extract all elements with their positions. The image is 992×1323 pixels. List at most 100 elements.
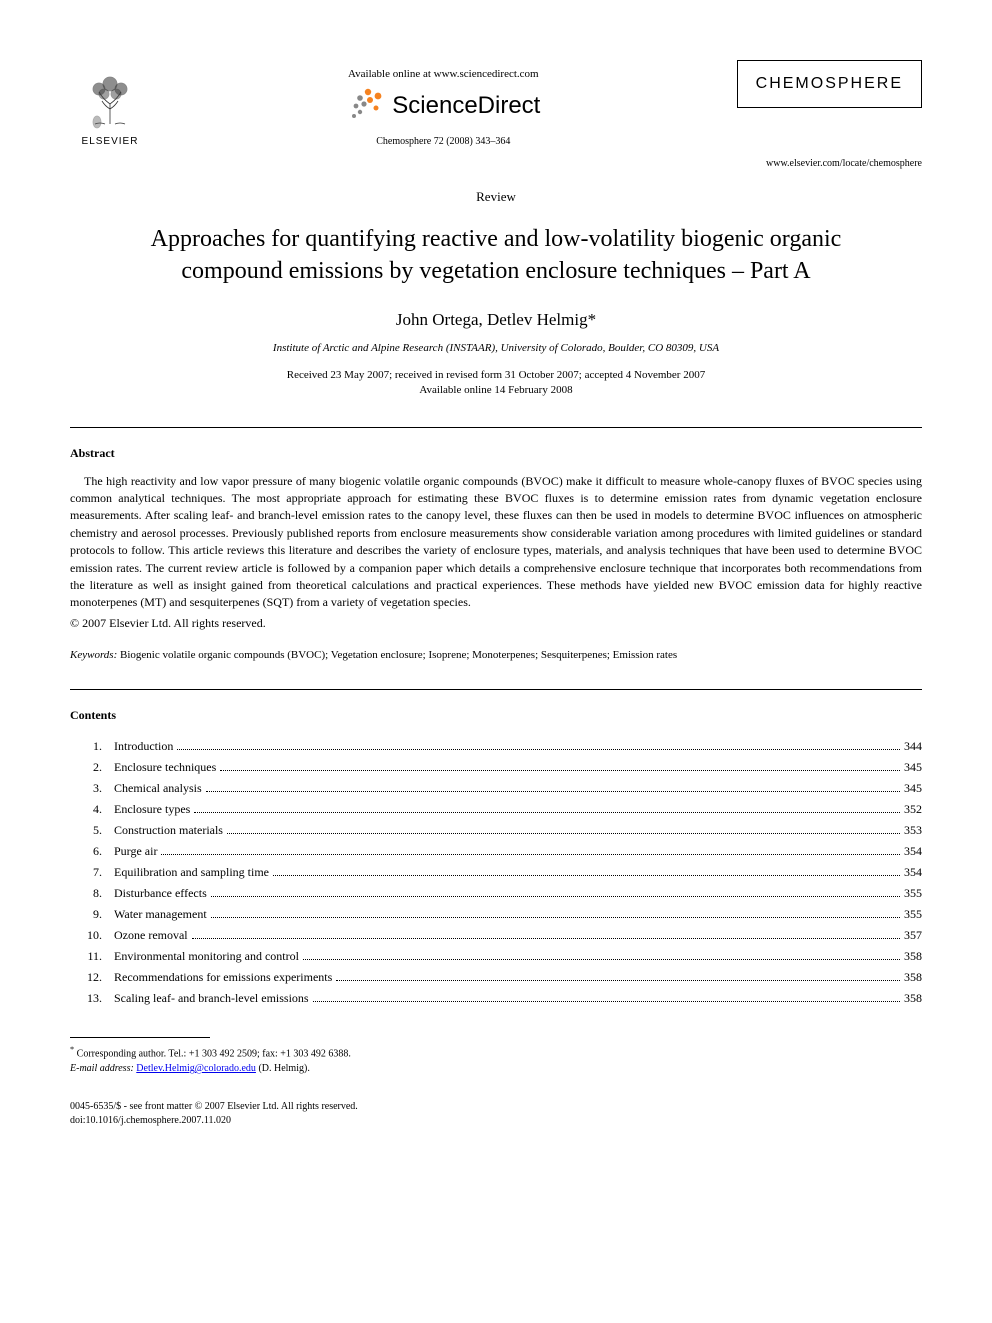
toc-title: Equilibration and sampling time bbox=[114, 863, 269, 881]
toc-row: 9. Water management 355 bbox=[70, 905, 922, 923]
toc-title: Scaling leaf- and branch-level emissions bbox=[114, 989, 309, 1007]
toc-num: 3. bbox=[70, 779, 114, 797]
divider-bottom bbox=[70, 689, 922, 690]
abstract-heading: Abstract bbox=[70, 446, 922, 461]
toc-dots bbox=[192, 938, 900, 939]
elsevier-tree-icon bbox=[75, 64, 145, 134]
toc-title: Introduction bbox=[114, 737, 173, 755]
toc-num: 12. bbox=[70, 968, 114, 986]
abstract-text: The high reactivity and low vapor pressu… bbox=[70, 473, 922, 612]
sciencedirect-text: ScienceDirect bbox=[392, 92, 540, 120]
author-names: John Ortega, Detlev Helmig bbox=[396, 310, 588, 329]
keywords-text: Biogenic volatile organic compounds (BVO… bbox=[120, 649, 677, 661]
footnote-divider bbox=[70, 1037, 210, 1038]
corresponding-marker: * bbox=[588, 310, 597, 329]
journal-box-wrapper: CHEMOSPHERE bbox=[737, 60, 922, 108]
toc-title: Enclosure types bbox=[114, 800, 190, 818]
toc-row: 11. Environmental monitoring and control… bbox=[70, 947, 922, 965]
toc-num: 7. bbox=[70, 863, 114, 881]
toc-dots bbox=[273, 875, 900, 876]
toc-dots bbox=[161, 854, 900, 855]
table-of-contents: 1. Introduction 344 2. Enclosure techniq… bbox=[70, 737, 922, 1007]
toc-num: 8. bbox=[70, 884, 114, 902]
toc-page: 354 bbox=[904, 842, 922, 860]
toc-page: 355 bbox=[904, 905, 922, 923]
toc-page: 345 bbox=[904, 779, 922, 797]
article-title: Approaches for quantifying reactive and … bbox=[100, 223, 892, 288]
toc-page: 344 bbox=[904, 737, 922, 755]
center-header: Available online at www.sciencedirect.co… bbox=[150, 60, 737, 147]
footer-line1: 0045-6535/$ - see front matter © 2007 El… bbox=[70, 1100, 922, 1114]
toc-num: 11. bbox=[70, 947, 114, 965]
keywords-label: Keywords: bbox=[70, 649, 117, 661]
toc-row: 3. Chemical analysis 345 bbox=[70, 779, 922, 797]
toc-dots bbox=[211, 896, 900, 897]
toc-page: 353 bbox=[904, 821, 922, 839]
keywords: Keywords: Biogenic volatile organic comp… bbox=[70, 649, 922, 661]
toc-row: 2. Enclosure techniques 345 bbox=[70, 758, 922, 776]
toc-title: Chemical analysis bbox=[114, 779, 202, 797]
toc-page: 354 bbox=[904, 863, 922, 881]
toc-num: 10. bbox=[70, 926, 114, 944]
elsevier-logo: ELSEVIER bbox=[70, 60, 150, 150]
journal-name-box: CHEMOSPHERE bbox=[737, 60, 922, 108]
toc-num: 6. bbox=[70, 842, 114, 860]
article-type: Review bbox=[70, 189, 922, 205]
toc-row: 13. Scaling leaf- and branch-level emiss… bbox=[70, 989, 922, 1007]
toc-num: 5. bbox=[70, 821, 114, 839]
toc-num: 2. bbox=[70, 758, 114, 776]
toc-row: 10. Ozone removal 357 bbox=[70, 926, 922, 944]
toc-page: 352 bbox=[904, 800, 922, 818]
toc-row: 5. Construction materials 353 bbox=[70, 821, 922, 839]
toc-title: Environmental monitoring and control bbox=[114, 947, 299, 965]
toc-num: 1. bbox=[70, 737, 114, 755]
toc-page: 358 bbox=[904, 968, 922, 986]
toc-page: 355 bbox=[904, 884, 922, 902]
toc-page: 357 bbox=[904, 926, 922, 944]
corresponding-text: Corresponding author. Tel.: +1 303 492 2… bbox=[77, 1048, 351, 1059]
email-label: E-mail address: bbox=[70, 1063, 134, 1074]
toc-page: 358 bbox=[904, 989, 922, 1007]
toc-title: Enclosure techniques bbox=[114, 758, 216, 776]
toc-dots bbox=[336, 980, 900, 981]
toc-dots bbox=[177, 749, 900, 750]
elsevier-name: ELSEVIER bbox=[82, 136, 139, 147]
email-link[interactable]: Detlev.Helmig@colorado.edu bbox=[136, 1063, 256, 1074]
toc-title: Water management bbox=[114, 905, 207, 923]
toc-row: 8. Disturbance effects 355 bbox=[70, 884, 922, 902]
journal-url: www.elsevier.com/locate/chemosphere bbox=[70, 158, 922, 169]
toc-dots bbox=[206, 791, 900, 792]
toc-row: 12. Recommendations for emissions experi… bbox=[70, 968, 922, 986]
affiliation: Institute of Arctic and Alpine Research … bbox=[70, 342, 922, 354]
toc-title: Recommendations for emissions experiment… bbox=[114, 968, 332, 986]
sciencedirect-dots-icon bbox=[346, 86, 386, 126]
toc-dots bbox=[220, 770, 900, 771]
authors: John Ortega, Detlev Helmig* bbox=[70, 310, 922, 330]
header-row: ELSEVIER Available online at www.science… bbox=[70, 60, 922, 150]
citation-line: Chemosphere 72 (2008) 343–364 bbox=[150, 136, 737, 147]
toc-row: 4. Enclosure types 352 bbox=[70, 800, 922, 818]
page-container: ELSEVIER Available online at www.science… bbox=[0, 0, 992, 1168]
footer-line2: doi:10.1016/j.chemosphere.2007.11.020 bbox=[70, 1114, 922, 1128]
toc-dots bbox=[227, 833, 900, 834]
toc-dots bbox=[194, 812, 900, 813]
sciencedirect-logo: ScienceDirect bbox=[150, 86, 737, 126]
toc-title: Ozone removal bbox=[114, 926, 188, 944]
corresponding-author: * Corresponding author. Tel.: +1 303 492… bbox=[70, 1044, 922, 1061]
toc-title: Disturbance effects bbox=[114, 884, 207, 902]
toc-num: 4. bbox=[70, 800, 114, 818]
divider-top bbox=[70, 427, 922, 428]
email-suffix: (D. Helmig). bbox=[258, 1063, 309, 1074]
available-online-text: Available online at www.sciencedirect.co… bbox=[150, 68, 737, 80]
toc-num: 13. bbox=[70, 989, 114, 1007]
toc-row: 7. Equilibration and sampling time 354 bbox=[70, 863, 922, 881]
toc-title: Purge air bbox=[114, 842, 157, 860]
footer-info: 0045-6535/$ - see front matter © 2007 El… bbox=[70, 1100, 922, 1128]
toc-page: 345 bbox=[904, 758, 922, 776]
dates-line2: Available online 14 February 2008 bbox=[70, 383, 922, 398]
toc-dots bbox=[211, 917, 900, 918]
abstract-copyright: © 2007 Elsevier Ltd. All rights reserved… bbox=[70, 616, 922, 631]
toc-title: Construction materials bbox=[114, 821, 223, 839]
toc-dots bbox=[303, 959, 900, 960]
toc-num: 9. bbox=[70, 905, 114, 923]
